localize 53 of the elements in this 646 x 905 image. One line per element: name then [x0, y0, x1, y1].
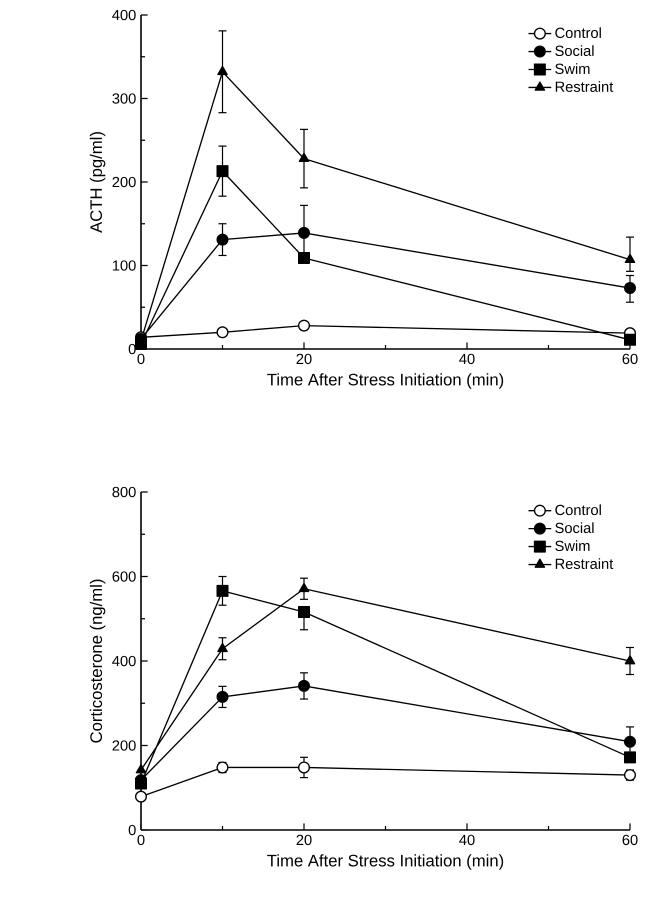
- y-tick-label: 400: [112, 656, 136, 666]
- x-tick-label: 20: [296, 354, 312, 364]
- point: [298, 606, 310, 618]
- point: [624, 282, 636, 294]
- point: [135, 790, 148, 803]
- x-tick-label: 40: [459, 834, 475, 846]
- point: [298, 680, 310, 692]
- x-tick-label: 40: [459, 354, 475, 364]
- y-tick-label: 400: [112, 10, 136, 20]
- x-tick-label: 60: [622, 354, 638, 364]
- legend-label: Swim: [555, 540, 590, 552]
- point: [216, 326, 229, 338]
- y-tick-label: 200: [112, 176, 136, 188]
- y-tick-label: 600: [112, 571, 136, 582]
- legend-label: Control: [555, 504, 601, 516]
- point: [298, 252, 310, 264]
- point: [216, 234, 229, 246]
- legend-label: Social: [555, 45, 594, 56]
- point: [298, 226, 310, 239]
- legend-label: Control: [555, 27, 601, 38]
- point: [216, 584, 229, 597]
- point: [624, 254, 636, 263]
- point: [136, 764, 146, 774]
- x-axis-title: Time After Stress Initiation (min): [267, 854, 504, 870]
- legend-label: Social: [555, 522, 594, 534]
- x-tick-label: 0: [137, 834, 144, 846]
- x-tick-label: 0: [137, 354, 144, 364]
- y-tick-label: 300: [112, 93, 136, 104]
- x-tick-label: 20: [296, 834, 312, 846]
- point: [624, 654, 636, 664]
- legend-label: Swim: [555, 63, 590, 74]
- point: [298, 152, 310, 162]
- point: [217, 642, 228, 652]
- y-tick-label: 800: [112, 486, 136, 498]
- point: [216, 165, 229, 178]
- point: [298, 761, 310, 774]
- point: [624, 736, 636, 748]
- legend-label: Restraint: [556, 558, 614, 570]
- y-axis-title: ACTH (pg/ml): [90, 132, 106, 233]
- y-axis-title: Corticosterone (ng/ml): [90, 580, 106, 743]
- y-tick-label: 200: [112, 740, 136, 751]
- point: [624, 751, 636, 764]
- legend-label: Restraint: [556, 81, 614, 92]
- x-axis-title: Time After Stress Initiation (min): [267, 373, 504, 389]
- point: [135, 778, 148, 790]
- point: [298, 582, 310, 592]
- point: [298, 320, 310, 332]
- point: [624, 334, 636, 346]
- y-tick-label: 100: [112, 260, 136, 271]
- point: [217, 66, 228, 76]
- x-tick-label: 60: [622, 834, 638, 846]
- point: [216, 690, 229, 703]
- y-tick-label: 0: [128, 824, 136, 836]
